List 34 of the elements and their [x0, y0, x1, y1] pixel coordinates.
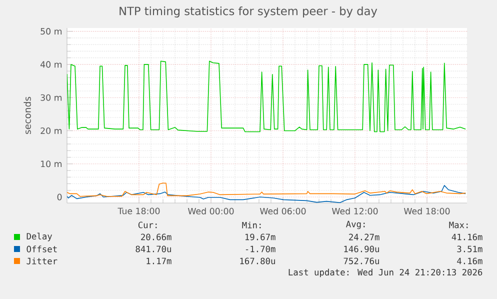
text: 146.90u: [344, 246, 379, 252]
y-tick-label: 0: [57, 194, 62, 200]
text: -1.70m: [246, 246, 276, 252]
text: Avg:: [346, 220, 365, 230]
text: Min:: [242, 222, 261, 228]
text: 841.70u: [136, 246, 171, 252]
text: 24.27m: [349, 234, 380, 240]
text: Max:: [449, 222, 468, 228]
y-tick-label: 40 m: [40, 61, 62, 68]
text: Last update: Wed Jun 24 21:20:13 2026: [288, 268, 482, 278]
x-tick-label: Tue 18:00: [118, 208, 160, 214]
x-tick-label: Wed 18:00: [404, 208, 450, 214]
y-tick-label: 30 m: [40, 94, 62, 101]
chart-title: NTP timing statistics for system peer - by day: [120, 6, 378, 18]
legend-label: Jitter: [26, 258, 58, 264]
y-tick-label: 50 m: [40, 28, 62, 35]
text: 19.67m: [245, 234, 276, 240]
y-tick-label: 20 m: [40, 127, 62, 134]
text: 167.80u: [240, 258, 275, 264]
y-tick-label: 10 m: [41, 160, 62, 168]
y-axis-title: seconds: [24, 96, 31, 134]
x-tick-label: Wed 00:00: [188, 208, 234, 214]
line-series: [67, 182, 466, 197]
text: 20.66m: [141, 234, 172, 240]
text: 752.76u: [344, 258, 379, 264]
x-tick-label: Wed 12:00: [332, 208, 378, 214]
text: 41.16m: [452, 234, 482, 240]
legend-label: Offset: [26, 246, 57, 252]
x-tick-label: Wed 06:00: [260, 208, 306, 214]
text: 3.51m: [457, 246, 482, 252]
legend-label: Delay: [26, 232, 52, 242]
text: 1.17m: [146, 258, 172, 264]
text: Cur:: [138, 222, 157, 228]
text: 4.16m: [457, 258, 482, 264]
